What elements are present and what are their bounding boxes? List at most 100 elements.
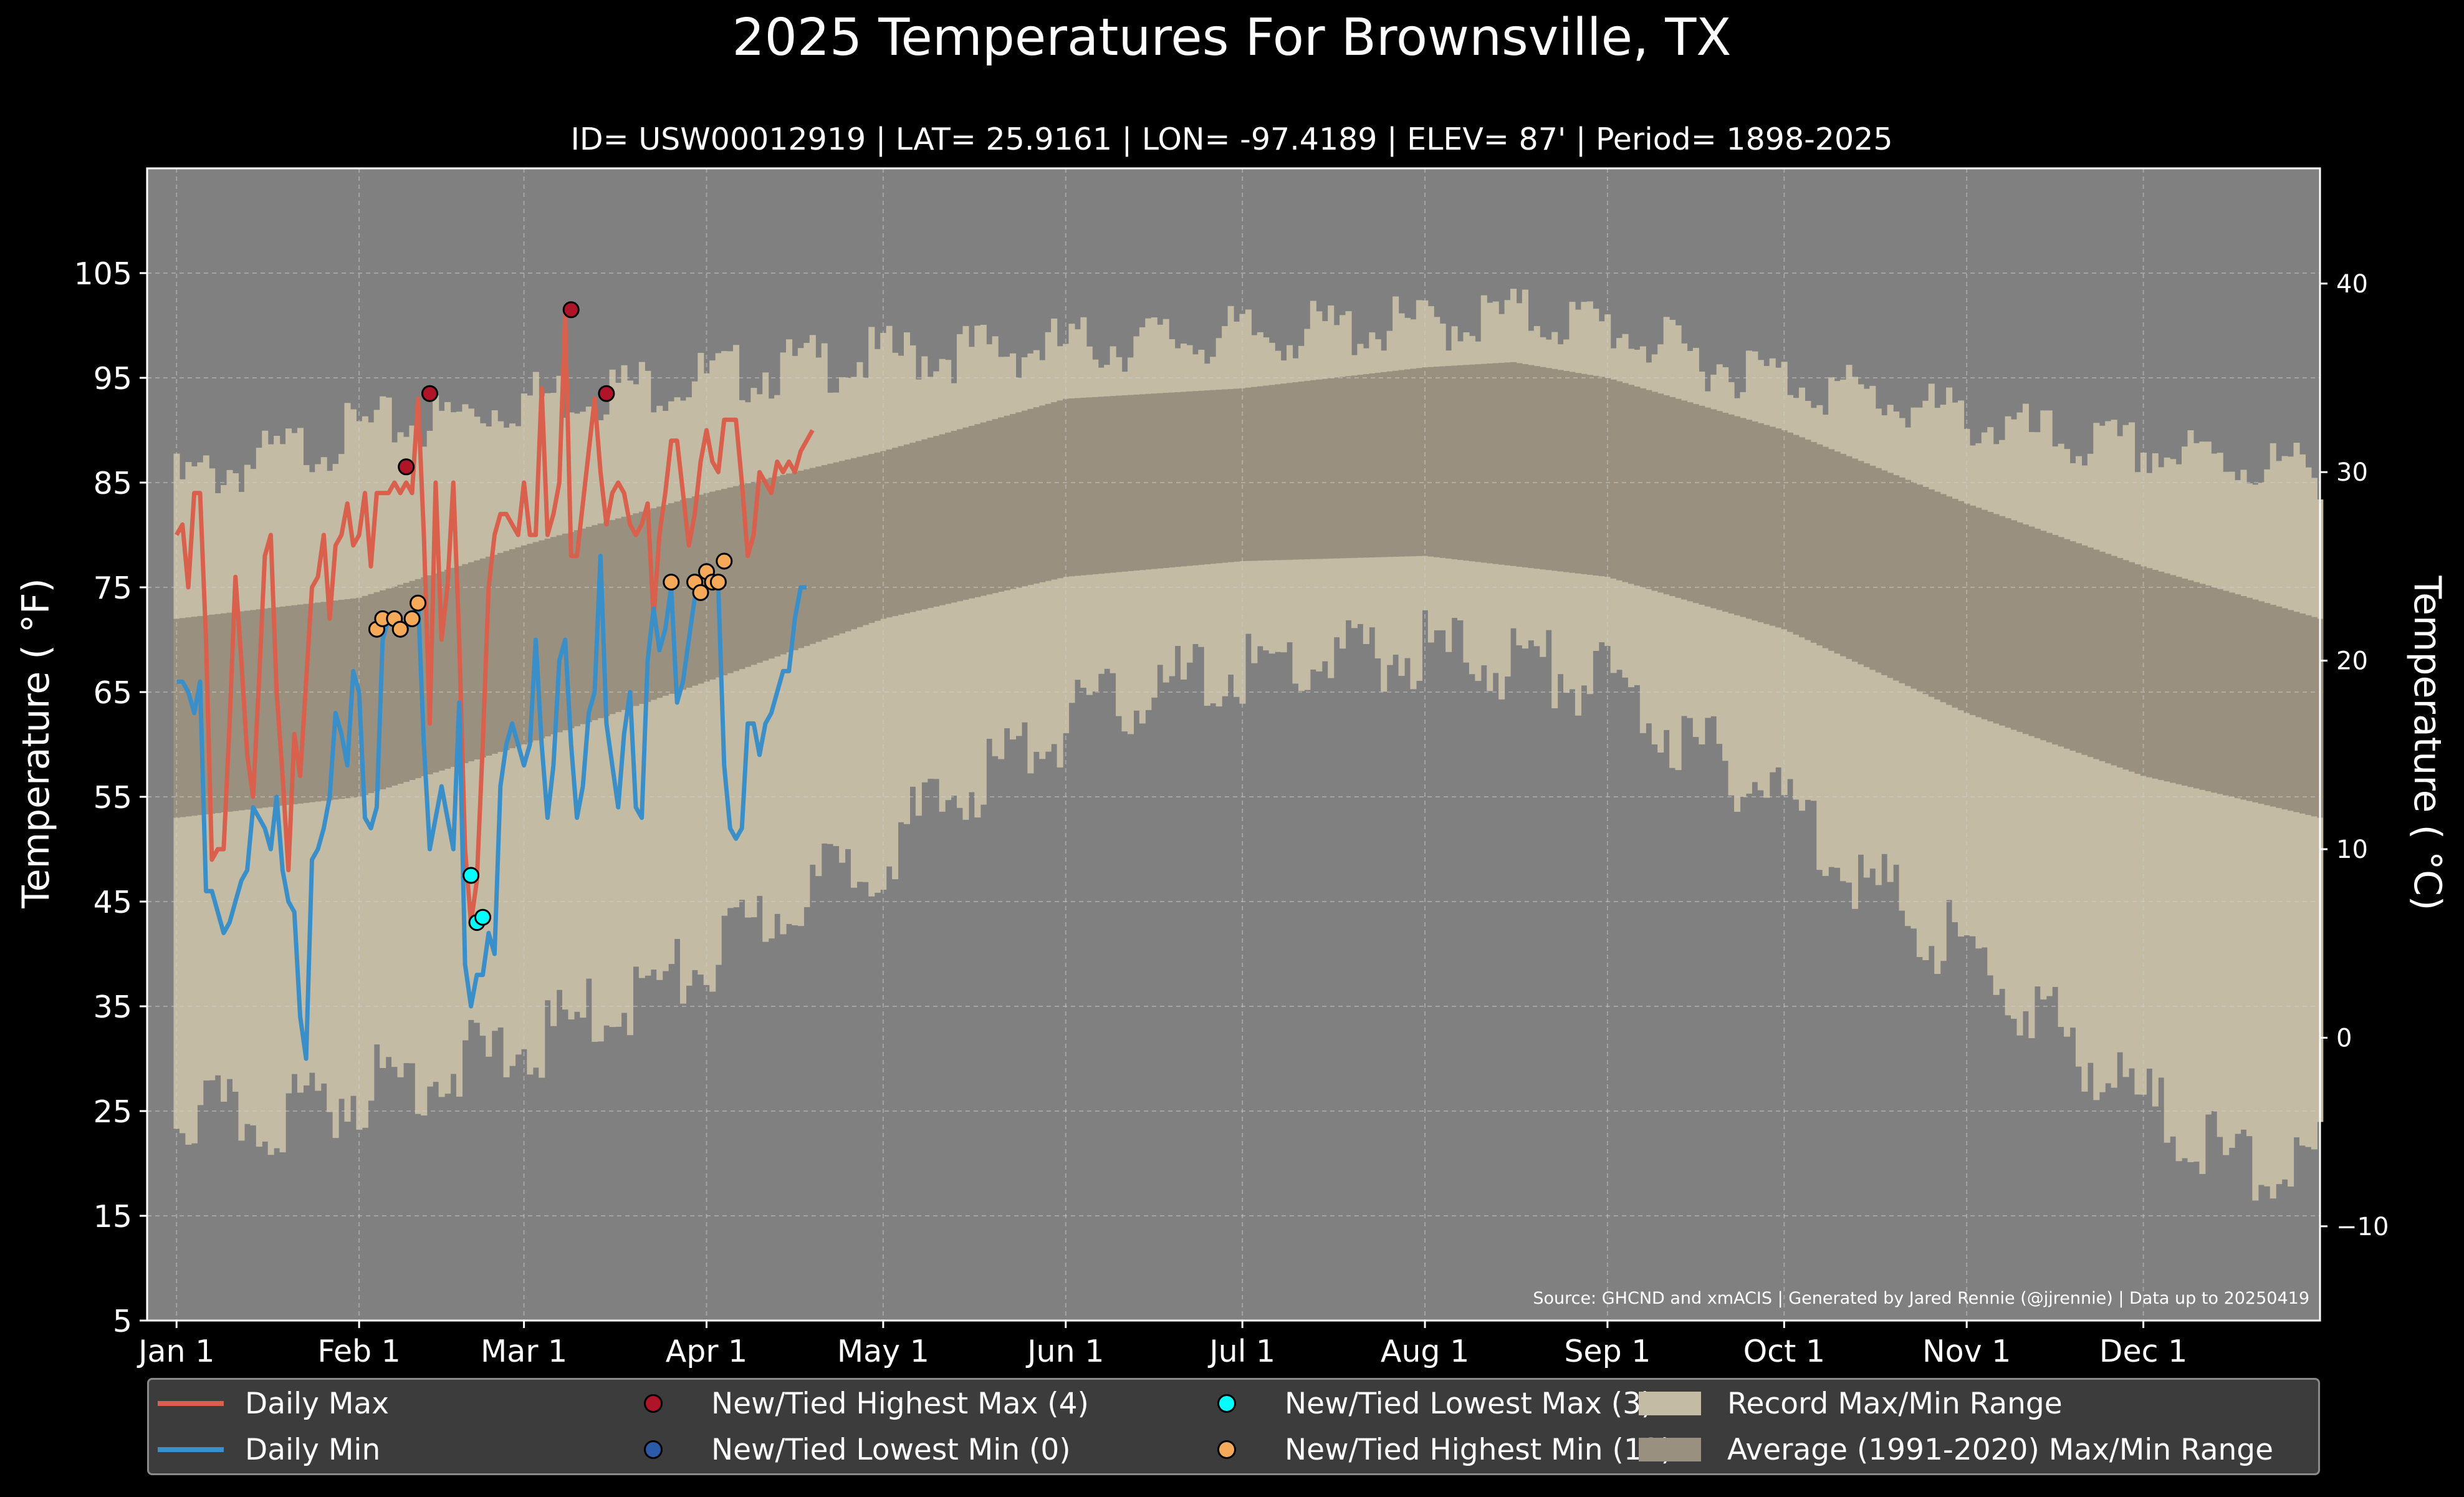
legend-item-daily-max: Daily Max: [158, 1385, 389, 1422]
highest-min-marker: [391, 620, 409, 638]
average-range-bar: [1475, 364, 1482, 562]
average-range-bar: [898, 446, 904, 615]
record-range-bar: [592, 416, 598, 1042]
average-range-bar: [1463, 365, 1470, 561]
average-range-bar: [1627, 385, 1635, 584]
average-range-bar: [1386, 371, 1393, 557]
average-range-bar: [2040, 531, 2047, 741]
average-range-bar: [1634, 387, 1641, 586]
average-range-bar: [1775, 428, 1782, 628]
record-range-bar: [2240, 469, 2247, 1130]
average-range-bar: [2240, 596, 2247, 800]
average-range-bar: [1616, 381, 1623, 580]
average-range-bar: [1557, 370, 1564, 572]
average-range-bar: [1227, 388, 1234, 562]
legend-item-highest-min: New/Tied Highest Min (13): [1196, 1431, 1672, 1468]
record-range-bar: [2170, 459, 2177, 1137]
average-range-bar: [1410, 368, 1417, 557]
average-range-bar: [2122, 560, 2129, 770]
average-range-bar: [1687, 402, 1694, 602]
average-range-bar: [1651, 392, 1658, 591]
average-range-bar: [1545, 368, 1552, 570]
average-range-bar: [886, 449, 893, 618]
record-range-bar: [2164, 457, 2170, 1143]
average-range-bar: [1522, 363, 1528, 568]
average-range-bar: [1805, 440, 1811, 640]
average-range-bar: [1298, 381, 1305, 560]
average-range-bar: [1116, 395, 1123, 572]
legend-item-average-range: Average (1991-2020) Max/Min Range: [1639, 1431, 2273, 1468]
average-range-bar: [1010, 413, 1017, 589]
average-range-bar: [179, 618, 186, 817]
average-range-bar: [173, 619, 180, 818]
legend-label: New/Tied Highest Min (13): [1285, 1432, 1672, 1467]
average-range-bar: [368, 594, 375, 793]
legend-item-record-range: Record Max/Min Range: [1639, 1385, 2063, 1422]
average-range-bar: [209, 614, 216, 814]
average-range-bar: [1469, 364, 1475, 562]
average-range-bar: [662, 504, 669, 696]
average-range-bar: [2075, 543, 2082, 753]
average-range-bar: [1328, 378, 1335, 559]
daily-min-swatch: [158, 1447, 224, 1452]
average-range-bar: [539, 540, 545, 739]
average-range-bar: [915, 441, 922, 611]
average-range-bar: [320, 602, 327, 801]
average-range-bar: [562, 533, 569, 731]
average-range-bar: [674, 501, 681, 692]
record-range-bar: [2258, 483, 2265, 1185]
average-range-bar: [1710, 409, 1717, 609]
average-range-bar: [874, 452, 881, 621]
record-range-bar: [2270, 443, 2276, 1199]
average-range-bar: [1934, 491, 1941, 700]
average-range-bar: [821, 465, 828, 640]
average-range-bar: [2235, 594, 2241, 799]
y-tick-label-right: 10: [2336, 835, 2368, 864]
average-range-bar: [2252, 599, 2259, 802]
average-range-bar: [2058, 537, 2064, 747]
average-range-bar: [1215, 390, 1222, 564]
average-range-bar: [1186, 391, 1193, 566]
average-range-bar: [2264, 603, 2271, 806]
record-range-bar: [2075, 456, 2082, 1067]
record-range-bar: [768, 398, 775, 939]
average-range-bar: [1569, 372, 1576, 573]
y-tick-label-left: 75: [93, 570, 132, 606]
record-range-bar: [2087, 453, 2094, 1063]
average-range-bar: [2022, 524, 2029, 734]
highest-max-marker: [398, 458, 415, 476]
average-range-bar: [1787, 432, 1794, 632]
average-range-bar: [527, 544, 534, 743]
y-tick-label-left: 65: [93, 675, 132, 711]
average-range-bar: [2246, 597, 2253, 801]
average-range-bar: [1810, 441, 1817, 643]
record-range-bar: [2081, 465, 2088, 1092]
y-tick-label-right: 0: [2336, 1024, 2352, 1052]
legend-item-daily-min: Daily Min: [158, 1431, 380, 1468]
record-range-bar: [597, 420, 604, 1042]
average-range-bar: [1257, 386, 1263, 561]
highest-min-marker: [709, 574, 727, 591]
average-range-bar: [244, 610, 251, 810]
highest-max-marker: [421, 385, 438, 402]
record-range-bar: [2187, 430, 2194, 1163]
average-range-bar: [1952, 499, 1958, 708]
average-range-bar: [2105, 554, 2112, 764]
record-range-bar: [2288, 456, 2294, 1187]
x-tick-label: Jan 1: [137, 1334, 214, 1369]
average-range-bar: [974, 424, 981, 597]
average-range-bar: [556, 535, 563, 733]
average-range-bar: [809, 468, 816, 644]
average-range-bar: [1958, 501, 1965, 711]
average-range-bar: [1074, 398, 1081, 576]
average-range-bar: [880, 451, 887, 619]
average-range-bar: [986, 420, 993, 595]
lowest-max-swatch: [1217, 1394, 1236, 1413]
average-range-bar: [609, 520, 616, 715]
average-range-bar: [2052, 535, 2059, 744]
average-range-bar: [444, 569, 451, 769]
average-range-bar: [1263, 385, 1270, 561]
average-range-bar: [2087, 547, 2094, 758]
average-range-bar: [2016, 522, 2023, 732]
